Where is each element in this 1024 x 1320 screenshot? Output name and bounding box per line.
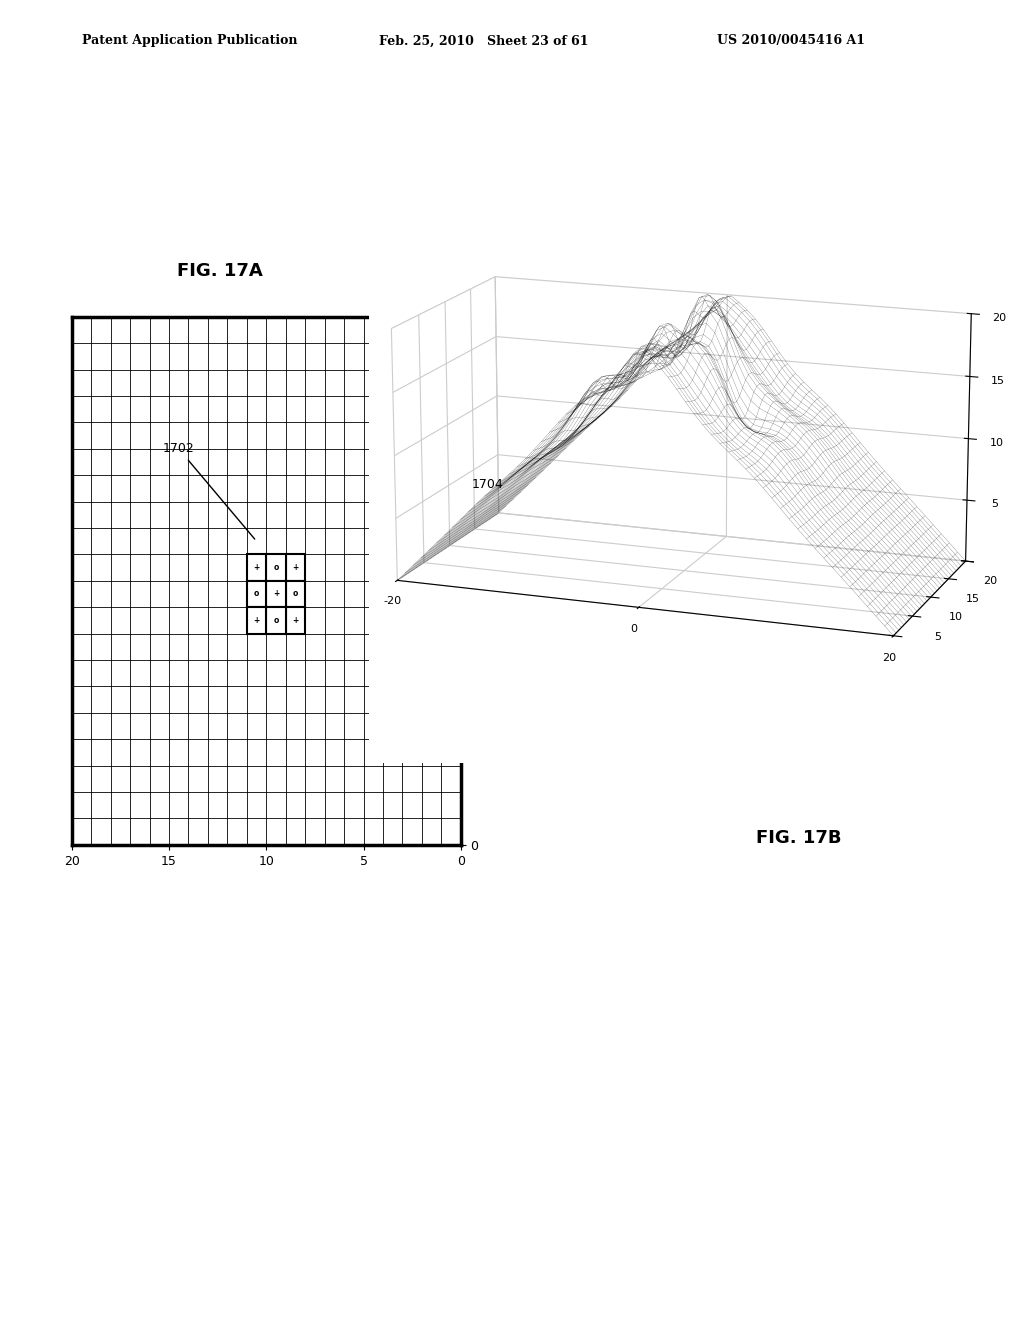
Text: o: o [273,616,279,624]
Text: +: + [292,616,299,624]
Bar [286,554,305,581]
Bar [286,607,305,634]
Bar [286,581,305,607]
Bar [266,554,286,581]
Bar [247,554,266,581]
Text: Patent Application Publication: Patent Application Publication [82,34,297,48]
Text: US 2010/0045416 A1: US 2010/0045416 A1 [717,34,865,48]
Text: FIG. 17B: FIG. 17B [756,829,842,847]
Bar [266,607,286,634]
Text: o: o [293,590,298,598]
Text: 1702: 1702 [163,442,255,539]
Text: +: + [253,616,260,624]
Bar [247,581,266,607]
Bar [247,607,266,634]
Text: +: + [272,590,280,598]
Text: Feb. 25, 2010   Sheet 23 of 61: Feb. 25, 2010 Sheet 23 of 61 [379,34,589,48]
Bar [266,581,286,607]
Text: +: + [292,564,299,572]
Text: +: + [253,564,260,572]
Text: o: o [273,564,279,572]
Text: o: o [254,590,259,598]
Text: FIG. 17A: FIG. 17A [177,261,263,280]
